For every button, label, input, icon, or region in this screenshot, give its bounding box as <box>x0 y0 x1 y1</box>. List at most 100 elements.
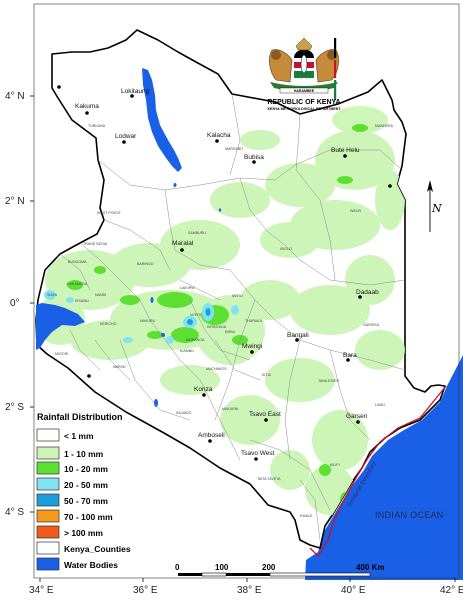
indian-ocean-label: INDIAN OCEAN <box>375 510 444 520</box>
county-labels: TURKANA MARSABIT MANDERA WAJIR WEST POKO… <box>47 124 394 518</box>
y-axis-labels: 4° N 2° N 0° 2° S 4° S <box>5 91 25 518</box>
town-dot-lokitaung <box>130 94 134 98</box>
legend-label-gt100: > 100 mm <box>64 528 103 538</box>
x-tick-40e: 40° E <box>341 585 366 596</box>
legend-item-lt1: < 1 mm <box>36 428 94 442</box>
town-dot-konza <box>202 393 206 397</box>
county-label-kericho: KERICHO <box>100 322 117 326</box>
lake-magadi <box>154 399 158 407</box>
county-label-kajiado: KAJIADO <box>176 411 192 415</box>
county-label-marsabit: MARSABIT <box>225 147 244 151</box>
scale-label-400: 400 Km <box>356 563 384 572</box>
town-dot-lodwar <box>122 140 126 144</box>
town-label-tsavo-west: Tsavo West <box>241 450 275 457</box>
scale-seg-4 <box>269 572 371 577</box>
town-label-bute-helu: Bute Helu <box>331 147 360 154</box>
county-label-narok: NAROK <box>113 365 126 369</box>
county-label-migori: MIGORI <box>55 352 68 356</box>
town-label-konza: Konza <box>194 386 213 393</box>
scale-label-200: 200 <box>262 563 276 572</box>
legend-item-water: Water Bodies <box>36 557 118 571</box>
legend-swatch-water <box>36 557 60 571</box>
town-dot-bubisa <box>252 160 256 164</box>
coat-of-arms: HARAMBEE REPUBLIC OF KENYA KENYA METEORO… <box>267 37 341 111</box>
legend-label-50-70: 50 - 70 mm <box>64 496 108 506</box>
town-label-garsen: Garsen <box>346 413 368 420</box>
x-tick-42e: 42° E <box>440 585 463 596</box>
north-arrow: N <box>427 180 442 232</box>
town-dot-kalacha <box>215 139 219 143</box>
legend-swatch-counties <box>36 541 60 555</box>
legend-swatch-gt100 <box>36 525 60 539</box>
county-label-bungoma: BUNGOMA <box>68 260 87 264</box>
legend-label-1-10: 1 - 10 mm <box>64 449 104 459</box>
town-dot-tsavo-east <box>264 418 268 422</box>
coat-of-arms-title: REPUBLIC OF KENYA <box>267 99 340 106</box>
lake-naivasha <box>161 333 165 337</box>
scale-seg-1 <box>178 573 202 576</box>
legend-swatch-50-70 <box>36 493 60 507</box>
town-dot-kakuma <box>85 111 89 115</box>
county-label-tharaka: THARAKA <box>245 319 263 323</box>
legend-item-10-20: 10 - 20 mm <box>36 461 108 475</box>
town-dot-maralal <box>180 248 184 252</box>
legend-label-water: Water Bodies <box>64 560 118 570</box>
x-tick-34e: 34° E <box>29 585 54 596</box>
scale-label-100: 100 <box>215 563 229 572</box>
town-label-amboseli: Amboseli <box>198 432 225 439</box>
county-label-nakuru: NAKURU <box>140 319 156 323</box>
coat-of-arms-subtitle: KENYA METEOROLOGICAL DEPARTMENT <box>267 107 341 111</box>
x-tick-38e: 38° E <box>237 585 262 596</box>
legend-item-gt100: > 100 mm <box>36 525 103 539</box>
town-label-bara: Bara <box>343 352 357 359</box>
station-dot-1 <box>57 85 61 89</box>
legend-label-20-50: 20 - 50 mm <box>64 480 108 490</box>
indian-ocean <box>305 355 463 580</box>
station-dot-2 <box>388 184 392 188</box>
flag-stripe-green <box>334 80 337 100</box>
x-axis-labels: 34° E 36° E 38° E 40° E 42° E <box>29 585 463 596</box>
legend-label-10-20: 10 - 20 mm <box>64 464 108 474</box>
county-label-makueni: MAKUENI <box>222 407 238 411</box>
county-label-wajir: WAJIR <box>350 209 361 213</box>
town-label-tsavo-east: Tsavo East <box>249 411 281 418</box>
county-label-kilifi: KILIFI <box>330 463 340 467</box>
legend-label-lt1: < 1 mm <box>64 431 94 441</box>
lake-baringo <box>150 297 154 303</box>
town-label-lokitaung: Lokitaung <box>121 88 150 95</box>
county-label-garissa: GARISSA <box>363 323 380 327</box>
coat-of-arms-emblem: HARAMBEE <box>269 37 339 94</box>
town-label-lodwar: Lodwar <box>115 133 137 140</box>
legend-item-50-70: 50 - 70 mm <box>36 493 108 507</box>
legend-swatch-20-50 <box>36 477 60 491</box>
county-boundaries <box>59 93 406 541</box>
county-label-nyeri: NYERI <box>190 313 201 317</box>
station-dot-3 <box>87 374 91 378</box>
county-label-siaya: SIAYA <box>47 293 58 297</box>
county-label-kakamega: KAKAMEGA <box>67 282 88 286</box>
county-label-west-pokot: WEST POKOT <box>97 211 122 215</box>
county-label-lamu: LAMU <box>375 403 385 407</box>
county-label-samburu: SAMBURU <box>188 231 206 235</box>
lake-turkana <box>142 68 182 172</box>
town-label-dadaab: Dadaab <box>356 289 379 296</box>
legend-label-counties: Kenya_Counties <box>64 544 131 554</box>
town-dot-bangali <box>295 338 299 342</box>
x-tick-36e: 36° E <box>133 585 158 596</box>
town-markers <box>57 85 392 461</box>
scale-label-0: 0 <box>175 563 180 572</box>
county-label-laikipia: LAIKIPIA <box>180 286 195 290</box>
lake-small-north <box>173 183 177 187</box>
legend-item-counties: Kenya_Counties <box>36 541 131 555</box>
town-labels: Lokitaung Kakuma Lodwar Kalacha Bubisa B… <box>75 88 379 457</box>
county-label-tana-river: TANA RIVER <box>318 379 340 383</box>
county-label-embu: EMBU <box>225 330 236 334</box>
legend: Rainfall Distribution < 1 mm 1 - 10 mm 1… <box>36 412 131 571</box>
county-label-trans-nzoia: TRANS NZOIA <box>83 242 108 246</box>
legend-swatch-1-10 <box>36 446 60 460</box>
town-label-maralal: Maralal <box>172 240 194 247</box>
lake-victoria <box>36 303 85 350</box>
county-label-mandera: MANDERA <box>375 124 394 128</box>
scale-bar: 0 100 200 400 Km <box>175 563 384 577</box>
county-label-nandi: NANDI <box>95 293 106 297</box>
